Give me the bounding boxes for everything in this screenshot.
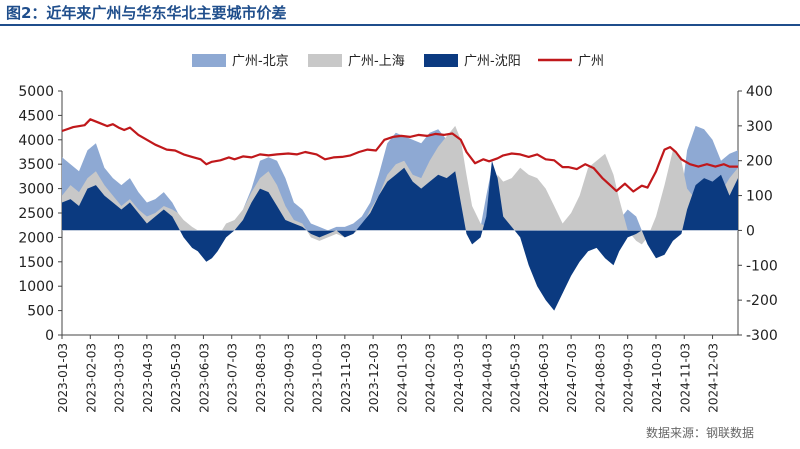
x-tick-label: 2023-12-03: [367, 343, 381, 413]
data-source: 数据来源：钢联数据: [645, 426, 754, 440]
axes: 0500100015002000250030003500400045005000…: [18, 84, 777, 413]
x-tick-label: 2024-10-03: [650, 343, 664, 413]
left-tick-label: 500: [27, 304, 54, 320]
legend-swatch-广州-上海: [308, 54, 342, 67]
right-tick-label: 200: [746, 154, 773, 170]
area-广州-沈阳: [62, 160, 738, 311]
x-tick-label: 2024-12-03: [707, 343, 721, 413]
x-tick-label: 2024-11-03: [678, 343, 692, 413]
x-tick-label: 2023-03-03: [113, 343, 127, 413]
left-tick-label: 1500: [18, 255, 54, 271]
x-tick-label: 2024-09-03: [622, 343, 636, 413]
legend: 广州-北京 广州-上海 广州-沈阳 广州: [192, 54, 604, 69]
right-tick-label: 0: [746, 223, 755, 239]
right-tick-label: -100: [746, 258, 778, 274]
x-tick-label: 2024-03-03: [452, 343, 466, 413]
x-tick-label: 2024-07-03: [565, 343, 579, 413]
legend-label: 广州-上海: [348, 54, 405, 69]
x-tick-label: 2023-04-03: [141, 343, 155, 413]
x-tick-label: 2023-11-03: [339, 343, 353, 413]
chart-title: 图2：近年来广州与华东华北主要城市价差: [6, 4, 287, 22]
right-tick-label: 100: [746, 189, 773, 205]
legend-label: 广州-北京: [232, 54, 289, 69]
x-tick-label: 2024-04-03: [480, 343, 494, 413]
x-tick-label: 2023-01-03: [56, 343, 70, 413]
right-tick-label: -200: [746, 293, 778, 309]
line-guangzhou: [61, 118, 738, 193]
x-tick-label: 2023-10-03: [311, 343, 325, 413]
left-tick-label: 2000: [18, 230, 54, 246]
x-tick-label: 2023-07-03: [226, 343, 240, 413]
right-tick-label: 400: [746, 84, 773, 100]
area-series: [62, 125, 738, 311]
right-tick-label: -300: [746, 328, 778, 344]
left-tick-label: 5000: [18, 84, 54, 100]
legend-swatch-广州-沈阳: [424, 54, 458, 67]
left-tick-label: 2500: [18, 206, 54, 222]
x-tick-label: 2024-05-03: [509, 343, 523, 413]
x-tick-label: 2023-06-03: [197, 343, 211, 413]
x-tick-label: 2023-09-03: [282, 343, 296, 413]
x-tick-label: 2024-01-03: [395, 343, 409, 413]
title-underline: [0, 24, 800, 26]
left-tick-label: 4500: [18, 108, 54, 124]
x-tick-label: 2023-08-03: [254, 343, 268, 413]
left-tick-label: 3000: [18, 182, 54, 198]
x-tick-label: 2024-08-03: [593, 343, 607, 413]
legend-label: 广州-沈阳: [464, 54, 521, 69]
left-tick-label: 1000: [18, 279, 54, 295]
left-tick-label: 4000: [18, 133, 54, 149]
left-tick-label: 3500: [18, 157, 54, 173]
x-tick-label: 2023-02-03: [84, 343, 98, 413]
x-tick-label: 2024-02-03: [424, 343, 438, 413]
right-tick-label: 300: [746, 119, 773, 135]
x-tick-label: 2023-05-03: [169, 343, 183, 413]
x-tick-label: 2024-06-03: [537, 343, 551, 413]
legend-label: 广州: [578, 54, 604, 69]
left-tick-label: 0: [45, 328, 54, 344]
line-series: [61, 118, 738, 193]
legend-swatch-广州-北京: [192, 54, 226, 67]
